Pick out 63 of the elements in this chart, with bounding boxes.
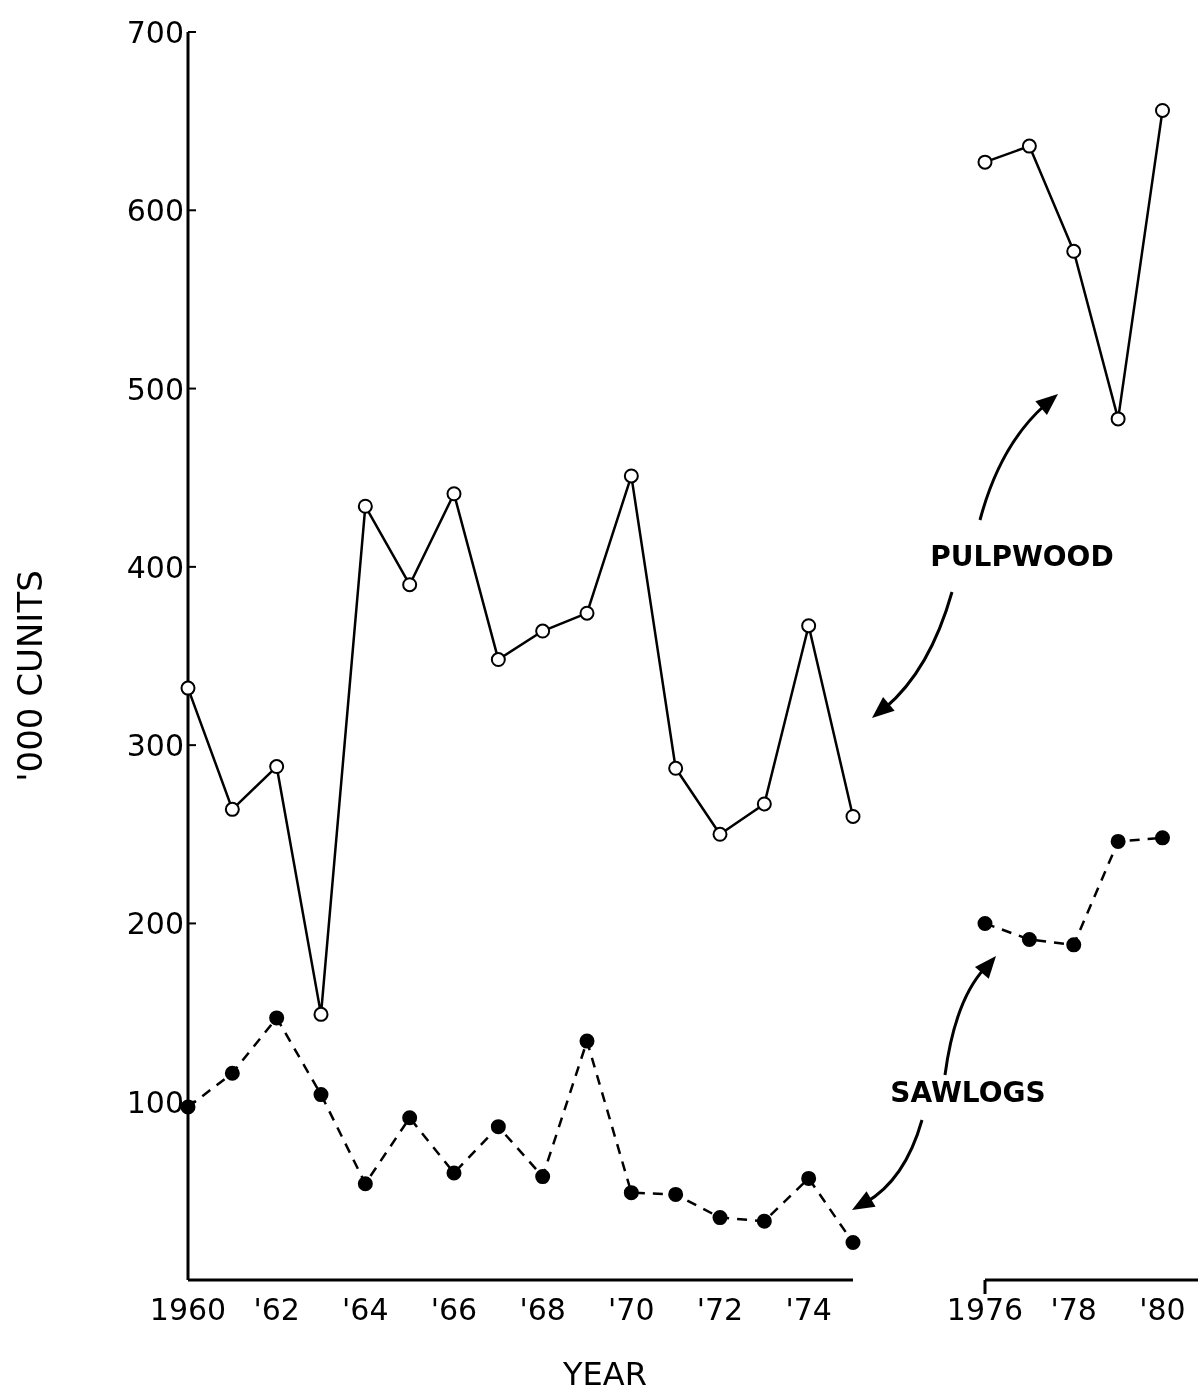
x-tick-label: '66 <box>430 1292 478 1327</box>
point <box>756 796 772 812</box>
point <box>357 498 373 514</box>
x-tick-label: 1960 <box>149 1292 227 1327</box>
x-axis-title: YEAR <box>562 1355 647 1393</box>
y-tick-label: 400 <box>126 549 184 585</box>
point <box>357 1176 373 1192</box>
y-axis-title: '000 CUNITS <box>10 570 50 782</box>
point <box>224 801 240 817</box>
point <box>579 1033 595 1049</box>
point <box>490 652 506 668</box>
y-tick-label: 100 <box>126 1084 184 1120</box>
x-tick-label: '68 <box>519 1292 566 1327</box>
point <box>1110 833 1126 849</box>
x-tick-label: '64 <box>342 1292 389 1327</box>
point <box>1021 931 1037 947</box>
y-tick-label: 200 <box>126 906 184 942</box>
point <box>446 1165 462 1181</box>
x-tick-label: '72 <box>696 1292 744 1327</box>
point <box>269 1010 285 1026</box>
point <box>801 618 817 634</box>
point <box>313 1006 329 1022</box>
point <box>801 1170 817 1186</box>
x-tick-label: '80 <box>1139 1292 1186 1327</box>
point <box>180 680 196 696</box>
point <box>535 623 551 639</box>
point <box>446 486 462 502</box>
y-tick-label: 700 <box>126 15 184 50</box>
point <box>269 759 285 775</box>
point <box>579 605 595 621</box>
point <box>490 1119 506 1135</box>
x-tick-label: '74 <box>785 1292 832 1327</box>
point <box>402 577 418 593</box>
point <box>224 1065 240 1081</box>
y-tick-label: 500 <box>126 371 184 407</box>
point <box>712 1210 728 1226</box>
point <box>668 1186 684 1202</box>
point <box>756 1213 772 1229</box>
y-tick-label: 300 <box>126 728 184 764</box>
point <box>845 1235 861 1251</box>
point <box>712 826 728 842</box>
point <box>402 1110 418 1126</box>
point <box>1021 138 1037 154</box>
x-tick-label: '78 <box>1050 1292 1097 1327</box>
y-tick-label: 600 <box>126 193 184 229</box>
point <box>535 1169 551 1185</box>
point <box>1066 243 1082 259</box>
x-tick-label: 1976 <box>946 1292 1024 1327</box>
point <box>1110 411 1126 427</box>
text: SAWLOGS <box>890 1076 1046 1109</box>
point <box>977 154 993 170</box>
point <box>1155 102 1170 118</box>
point <box>313 1087 329 1103</box>
x-tick-label: '62 <box>253 1292 300 1327</box>
point <box>623 468 639 484</box>
point <box>1155 830 1170 846</box>
x-tick-label: '70 <box>608 1292 655 1327</box>
text: PULPWOOD <box>930 540 1114 573</box>
point <box>623 1185 639 1201</box>
point <box>1066 937 1082 953</box>
point <box>668 760 684 776</box>
point <box>845 808 861 824</box>
point <box>977 915 993 931</box>
